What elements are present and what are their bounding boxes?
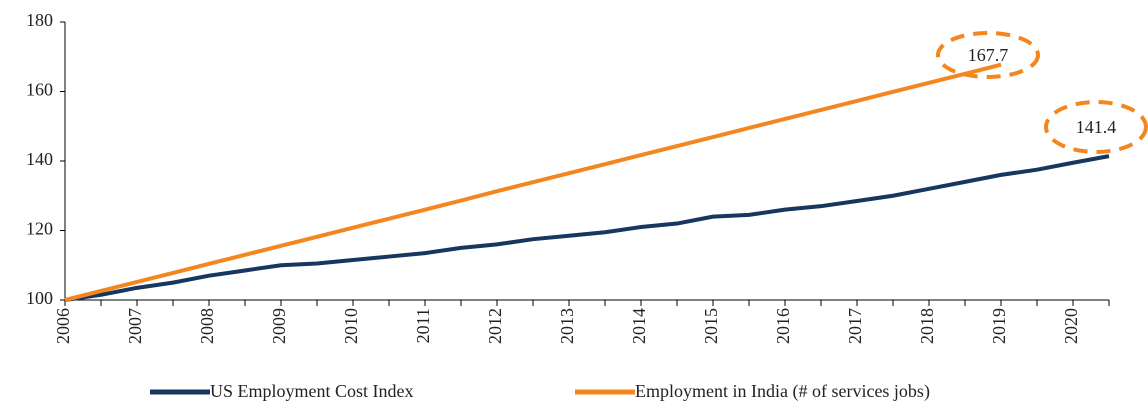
series-line — [64, 62, 1002, 302]
y-tick-label: 100 — [26, 288, 53, 308]
data-label: 141.4 — [1076, 117, 1117, 137]
x-tick-label: 2016 — [773, 308, 793, 344]
data-label: 167.7 — [968, 45, 1009, 65]
y-tick-label: 160 — [26, 80, 53, 100]
x-tick-label: 2014 — [629, 308, 649, 344]
x-tick-label: 2010 — [341, 308, 361, 344]
y-tick-label: 120 — [26, 219, 53, 239]
x-tick-label: 2017 — [845, 308, 865, 344]
x-tick-label: 2011 — [413, 308, 433, 343]
x-tick-label: 2015 — [701, 308, 721, 344]
series-line — [64, 154, 1110, 302]
x-tick-label: 2012 — [485, 308, 505, 344]
x-tick-label: 2009 — [269, 308, 289, 344]
x-tick-label: 2006 — [53, 308, 73, 344]
legend-label: Employment in India (# of services jobs) — [635, 381, 930, 402]
y-tick-label: 180 — [26, 10, 53, 30]
x-tick-label: 2018 — [917, 308, 937, 344]
y-tick-label: 140 — [26, 149, 53, 169]
callout-ellipse — [1044, 100, 1148, 154]
x-tick-label: 2008 — [197, 308, 217, 344]
callout-ellipse — [936, 31, 1040, 79]
legend-label: US Employment Cost Index — [210, 381, 414, 401]
x-tick-label: 2020 — [1061, 308, 1081, 344]
x-tick-label: 2007 — [125, 308, 145, 344]
x-tick-label: 2013 — [557, 308, 577, 344]
x-tick-label: 2019 — [989, 308, 1009, 344]
